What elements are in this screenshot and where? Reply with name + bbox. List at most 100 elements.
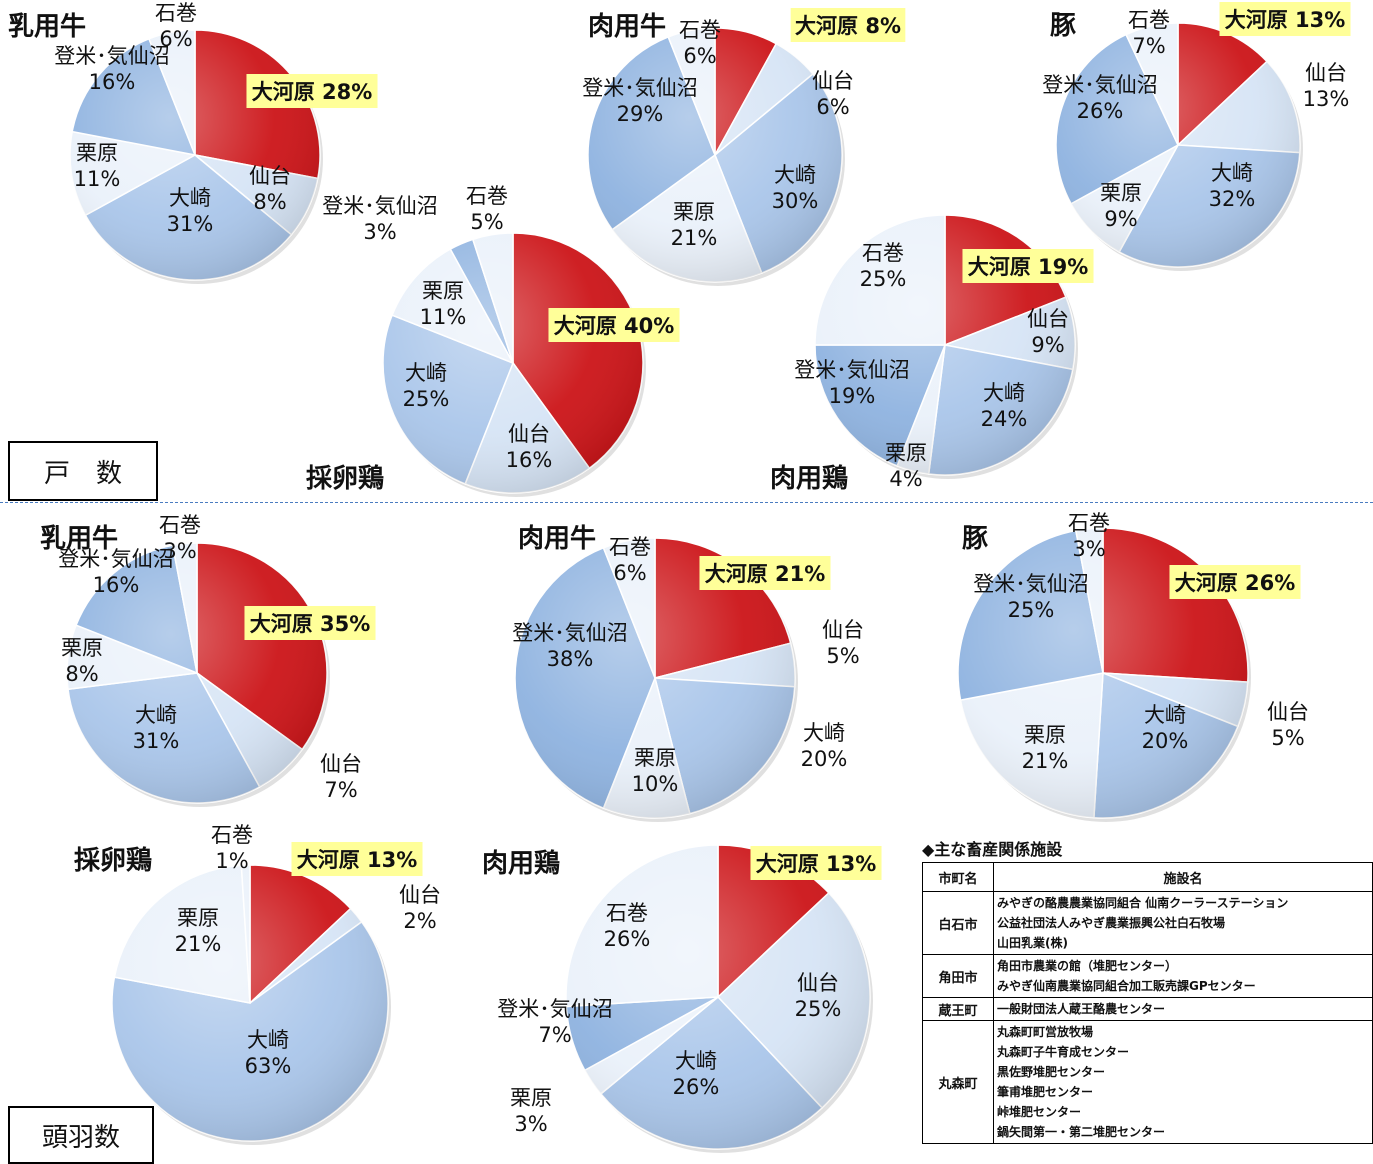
slice-category-label: 登米･気仙沼 (794, 358, 910, 382)
facility-header-row: 市町名 施設名 (922, 862, 1373, 892)
facility-header-name: 施設名 (993, 862, 1373, 892)
slice-category-label: 石巻 (1068, 511, 1110, 535)
slice-category-label: 仙台 (249, 164, 291, 188)
data-label: 16% (89, 70, 136, 94)
facility-item: 丸森町町営放牧場 (997, 1025, 1094, 1039)
table-row: 蔵王町 一般財団法人蔵王酪農センター (922, 997, 1373, 1021)
data-label: 11% (74, 167, 121, 191)
slice-category-label: 仙台 (797, 971, 839, 995)
label-highlight (790, 8, 906, 42)
data-label: 大河原 19% (968, 255, 1089, 279)
chart-title: 肉用鶏 (770, 464, 848, 494)
slice-category-label: 登米･気仙沼 (512, 621, 628, 645)
slice-category-label: 栗原 (634, 746, 676, 770)
data-label: 32% (1209, 187, 1256, 211)
slice-category-label: 大崎 (803, 721, 845, 745)
slice-category-label: 栗原 (1100, 181, 1142, 205)
data-label: 25% (795, 997, 842, 1021)
data-label: 大河原 21% (705, 562, 826, 586)
data-label: 20% (1142, 729, 1189, 753)
data-label: 5% (470, 210, 503, 234)
chart-title: 肉用牛 (588, 12, 666, 42)
chart-title: 豚 (962, 524, 988, 554)
data-label: 8% (65, 662, 98, 686)
slice-category-label: 登米･気仙沼 (497, 997, 613, 1021)
data-label: 大河原 13% (756, 852, 877, 876)
facility-item: 黒佐野堆肥センター (997, 1065, 1106, 1079)
data-label: 20% (801, 747, 848, 771)
facility-city: 蔵王町 (922, 997, 994, 1021)
slice-category-label: 登米･気仙沼 (58, 547, 174, 571)
data-label: 大河原 8% (795, 14, 901, 38)
data-label: 16% (93, 573, 140, 597)
facility-names: 角田市農業の館（堆肥センター） みやぎ仙南農業協同組合加工販売課GPセンター (993, 954, 1373, 998)
label-highlight (962, 249, 1094, 283)
data-label: 5% (1271, 726, 1304, 750)
chart-title: 乳用牛 (8, 12, 86, 42)
data-label: 26% (1077, 99, 1124, 123)
slice-category-label: 大崎 (135, 703, 177, 727)
facility-item: みやぎ仙南農業協同組合加工販売課GPセンター (997, 979, 1256, 993)
facility-city: 角田市 (922, 954, 994, 998)
data-label: 19% (829, 384, 876, 408)
facility-city: 白石市 (922, 891, 994, 955)
data-label: 31% (167, 212, 214, 236)
pie-slice (565, 844, 719, 1008)
pie-slice (1102, 527, 1249, 683)
facility-names: みやぎの酪農農業協同組合 仙南クーラーステーション 公益社団法人みやぎ農業振興公… (993, 891, 1373, 955)
data-label: 8% (253, 190, 286, 214)
slice-category-label: 大崎 (247, 1028, 289, 1052)
slice-category-label: 登米･気仙沼 (973, 572, 1089, 596)
data-label: 30% (772, 189, 819, 213)
data-label: 7% (1132, 34, 1165, 58)
slice-category-label: 仙台 (1267, 700, 1309, 724)
heads-section-label: 頭羽数 (8, 1106, 154, 1164)
label-highlight (699, 556, 831, 590)
chart-title: 採卵鶏 (74, 846, 152, 876)
slice-category-label: 栗原 (177, 906, 219, 930)
data-label: 9% (1031, 333, 1064, 357)
facility-item: 丸森町子牛育成センター (997, 1045, 1130, 1059)
data-label: 16% (506, 448, 553, 472)
facility-names: 一般財団法人蔵王酪農センター (993, 997, 1373, 1021)
label-highlight (244, 606, 376, 640)
data-label: 26% (673, 1075, 720, 1099)
table-row: 丸森町 丸森町町営放牧場 丸森町子牛育成センター 黒佐野堆肥センター 筆甫堆肥セ… (922, 1020, 1373, 1144)
facility-item: 角田市農業の館（堆肥センター） (997, 959, 1178, 973)
label-highlight (291, 842, 423, 876)
slice-category-label: 仙台 (399, 883, 441, 907)
data-label: 26% (604, 927, 651, 951)
data-label: 3% (514, 1112, 547, 1136)
label-highlight (1219, 2, 1351, 36)
slice-category-label: 栗原 (61, 636, 103, 660)
data-label: 5% (826, 644, 859, 668)
data-label: 9% (1104, 207, 1137, 231)
data-label: 3% (163, 539, 196, 563)
slice-category-label: 石巻 (466, 184, 508, 208)
facility-title: ◆主な畜産関係施設 (922, 840, 1063, 859)
facility-item: 山田乳業(株) (997, 936, 1068, 950)
facility-item: みやぎの酪農農業協同組合 仙南クーラーステーション (997, 896, 1289, 910)
label-highlight (1169, 565, 1301, 599)
facility-item: 一般財団法人蔵王酪農センター (997, 1002, 1166, 1016)
slice-category-label: 登米･気仙沼 (54, 44, 170, 68)
slice-category-label: 石巻 (679, 18, 721, 42)
data-label: 63% (245, 1054, 292, 1078)
label-highlight (548, 308, 680, 342)
data-label: 2% (403, 909, 436, 933)
slice-category-label: 石巻 (606, 901, 648, 925)
slice-category-label: 登米･気仙沼 (582, 76, 698, 100)
slice-category-label: 大崎 (774, 163, 816, 187)
label-highlight (246, 74, 378, 108)
households-section-label: 戸 数 (8, 441, 158, 501)
data-label: 3% (363, 220, 396, 244)
slice-category-label: 大崎 (405, 361, 447, 385)
data-label: 大河原 13% (297, 848, 418, 872)
facility-header-city: 市町名 (922, 862, 994, 892)
